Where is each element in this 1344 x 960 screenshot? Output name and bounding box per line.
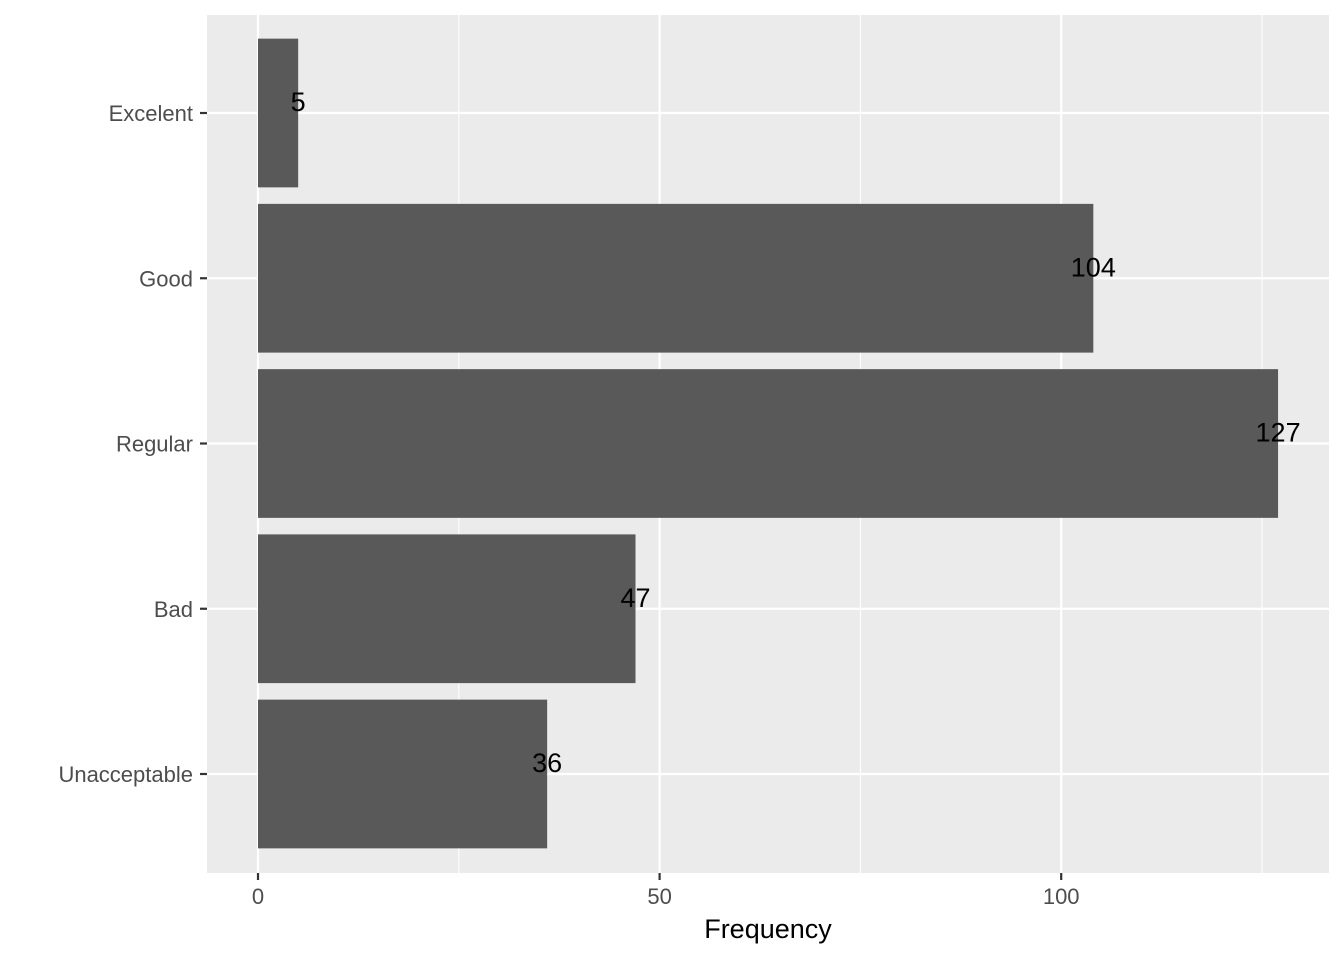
x-tick-label: 0 <box>252 884 264 909</box>
y-tick-label: Regular <box>116 432 193 457</box>
bar-regular <box>258 369 1279 518</box>
bar-good <box>258 203 1094 353</box>
x-tick-label: 100 <box>1043 884 1080 909</box>
data-label: 36 <box>532 748 562 778</box>
y-tick-label: Excelent <box>109 101 193 126</box>
y-axis: Unacceptable Bad Regular Good Excelent <box>58 101 207 787</box>
bar-bad <box>258 534 636 684</box>
bars-group <box>258 38 1279 849</box>
data-label: 47 <box>620 583 650 613</box>
y-tick-label: Unacceptable <box>58 762 193 787</box>
x-axis: 0 50 100 <box>252 873 1080 909</box>
y-tick-label: Bad <box>154 597 193 622</box>
bar-unacceptable <box>258 699 548 849</box>
data-label: 104 <box>1071 252 1116 282</box>
data-label: 127 <box>1256 418 1301 448</box>
x-tick-label: 50 <box>647 884 671 909</box>
data-label: 5 <box>291 87 306 117</box>
data-labels-group: 36 47 127 104 5 <box>291 87 1301 778</box>
y-tick-label: Good <box>139 266 193 291</box>
bar-excelent <box>258 38 299 188</box>
x-axis-title: Frequency <box>704 914 832 944</box>
